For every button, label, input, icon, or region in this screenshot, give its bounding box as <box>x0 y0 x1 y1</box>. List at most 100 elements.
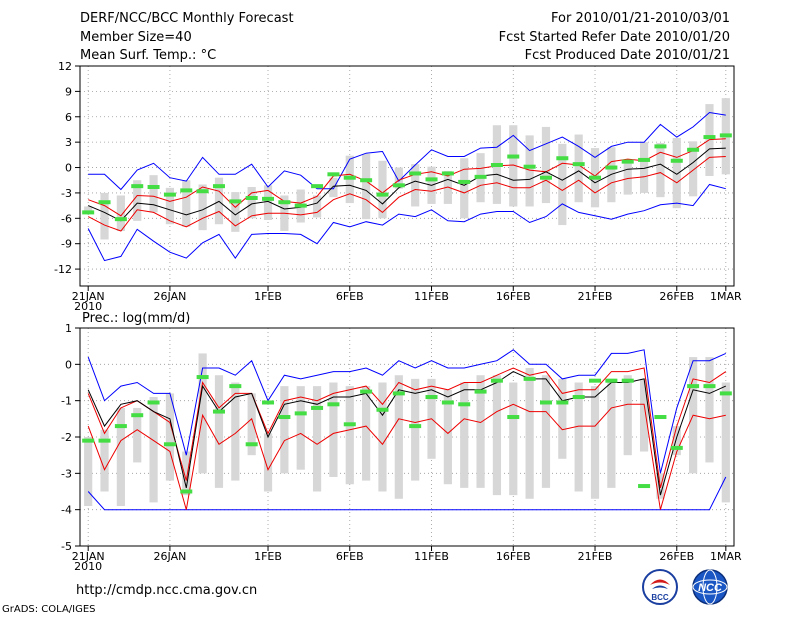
spread-box <box>116 195 125 231</box>
forecast-marker <box>507 415 520 420</box>
spread-box <box>574 134 583 203</box>
y-tick-label: 12 <box>58 60 72 73</box>
spread-box <box>460 158 469 219</box>
x-tick-label: 16FEB <box>496 550 531 563</box>
spread-box <box>492 375 502 496</box>
spread-box <box>182 451 191 496</box>
forecast-marker <box>311 405 324 410</box>
chart-title: DERF/NCC/BCC Monthly Forecast <box>80 11 294 26</box>
forecast-marker <box>409 424 422 429</box>
source-url: http://cmdp.ncc.cma.gov.cn <box>76 583 258 598</box>
spread-box <box>214 375 224 488</box>
forecast-marker <box>360 389 373 394</box>
y-tick-label: -3 <box>61 467 72 480</box>
series-line-mean <box>88 147 726 222</box>
spread-box <box>116 407 125 507</box>
spread-box <box>394 375 403 499</box>
y-tick-label: 6 <box>65 111 72 124</box>
spread-box <box>639 378 649 452</box>
forecast-marker <box>621 378 634 383</box>
forecast-marker <box>180 489 193 494</box>
forecast-marker <box>262 196 275 201</box>
x-tick-label: 11FEB <box>414 290 449 303</box>
y-tick-label: -4 <box>61 504 72 517</box>
forecast-marker <box>670 158 683 163</box>
y-tick-label: 9 <box>65 85 72 98</box>
forecast-marker <box>212 184 225 189</box>
forecast-marker <box>474 389 487 394</box>
x-tick-label: 21JAN <box>72 290 105 303</box>
spread-box <box>639 142 649 193</box>
forecast-marker <box>229 199 242 204</box>
forecast-marker <box>507 154 520 159</box>
spread-box <box>362 154 371 220</box>
y-tick-label: 1 <box>65 322 72 335</box>
series-line-min <box>87 183 726 262</box>
forecast-marker <box>474 174 487 179</box>
forecast-marker <box>458 402 471 407</box>
spread-box <box>394 167 403 189</box>
spread-box <box>378 382 387 492</box>
forecast-marker <box>229 384 242 389</box>
plot-frame <box>79 327 735 547</box>
forecast-marker <box>196 189 209 194</box>
spread-box <box>378 160 387 219</box>
forecast-marker <box>572 162 585 167</box>
forecast-marker <box>392 183 405 188</box>
forecast-marker <box>523 164 536 169</box>
forecast-marker <box>409 171 422 176</box>
spread-box <box>672 426 681 456</box>
series-line-upper <box>87 367 727 489</box>
spread-box <box>705 357 714 463</box>
forecast-marker <box>670 445 683 450</box>
series-line-min <box>87 476 727 511</box>
spread-box <box>263 433 273 492</box>
forecast-marker <box>392 391 405 396</box>
x-tick-label: 21FEB <box>578 550 613 563</box>
forecast-marker <box>98 200 111 205</box>
forecast-marker <box>654 415 667 420</box>
y-tick-label: -9 <box>61 238 72 251</box>
spread-box <box>198 184 207 231</box>
spread-box <box>443 389 452 485</box>
y-tick-label: 0 <box>65 358 72 371</box>
forecast-marker <box>425 177 438 182</box>
spread-box <box>460 382 469 488</box>
forecast-marker <box>539 175 552 180</box>
forecast-marker <box>425 395 438 400</box>
spread-box <box>263 185 273 220</box>
series-line-lower <box>87 403 726 510</box>
spread-box <box>247 187 256 219</box>
spread-box <box>411 164 420 207</box>
forecast-marker <box>294 411 307 416</box>
spread-box <box>165 393 175 481</box>
spread-box <box>100 429 109 492</box>
forecast-marker <box>98 438 111 443</box>
spread-box <box>525 367 534 499</box>
forecast-marker <box>621 159 634 164</box>
y-tick-label: -2 <box>61 431 72 444</box>
spread-box <box>198 353 207 474</box>
forecast-marker <box>490 163 503 167</box>
forecast-marker <box>114 217 127 222</box>
ncc-logo: NCC <box>692 569 728 605</box>
spread-box <box>345 386 354 485</box>
forecast-marker <box>605 165 618 170</box>
forecast-produced-label: Fcst Produced Date 2010/01/21 <box>524 48 730 63</box>
spread-box <box>623 160 632 195</box>
spread-box <box>411 378 420 481</box>
svg-text:BCC: BCC <box>651 593 669 602</box>
y-tick-label: -1 <box>61 395 72 408</box>
plot-frame <box>79 65 735 287</box>
forecast-marker <box>163 442 176 447</box>
forecast-marker <box>360 178 373 183</box>
bcc-logo: BCC <box>642 569 678 605</box>
grads-credit: GrADS: COLA/IGES <box>2 604 96 615</box>
member-size-label: Member Size=40 <box>80 30 192 45</box>
forecast-marker <box>343 422 356 427</box>
forecast-marker <box>343 175 356 180</box>
forecast-marker <box>638 484 651 489</box>
forecast-marker <box>376 192 389 197</box>
spread-box <box>182 180 191 227</box>
